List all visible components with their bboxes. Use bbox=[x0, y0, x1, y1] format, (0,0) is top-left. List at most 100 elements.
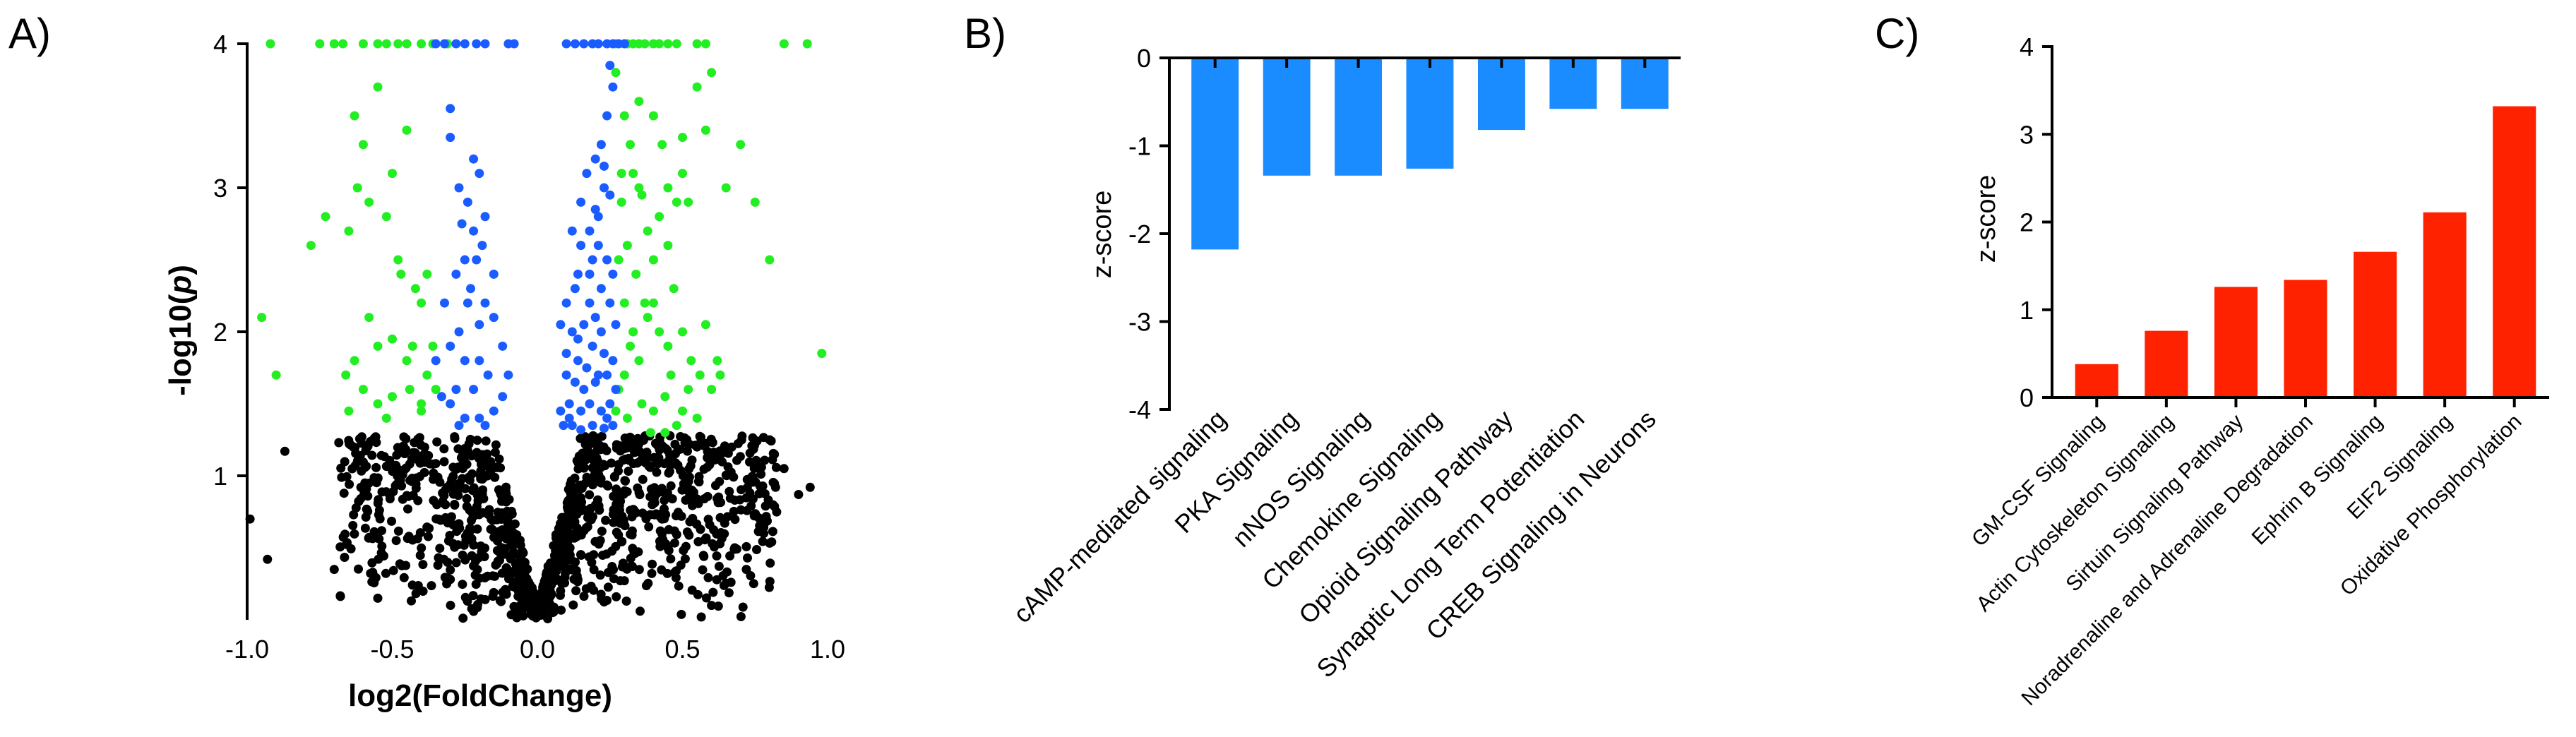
blue-point bbox=[460, 39, 470, 49]
black-point bbox=[418, 560, 428, 570]
blue-point bbox=[596, 140, 606, 150]
black-point bbox=[482, 449, 492, 459]
b-y-tick-label: 0 bbox=[1137, 44, 1151, 73]
black-point bbox=[756, 469, 766, 479]
black-point bbox=[397, 481, 407, 491]
black-point bbox=[662, 568, 672, 578]
black-point bbox=[446, 601, 455, 610]
black-point bbox=[570, 473, 580, 483]
blue-point bbox=[503, 370, 513, 380]
green-point bbox=[634, 356, 644, 366]
blue-point bbox=[567, 327, 577, 337]
blue-point bbox=[570, 39, 580, 49]
black-point bbox=[474, 453, 484, 463]
black-point bbox=[688, 501, 697, 510]
c-y-tick-label: 3 bbox=[2020, 120, 2034, 149]
black-point bbox=[729, 506, 739, 516]
black-point bbox=[621, 597, 631, 606]
black-point bbox=[506, 554, 515, 564]
black-point bbox=[388, 565, 398, 575]
green-point bbox=[616, 169, 626, 179]
blue-point bbox=[605, 399, 615, 409]
green-point bbox=[344, 406, 354, 416]
black-point bbox=[451, 558, 461, 568]
black-point bbox=[709, 525, 719, 534]
black-point bbox=[419, 467, 429, 477]
blue-point bbox=[593, 370, 603, 380]
blue-point bbox=[556, 320, 566, 330]
black-point bbox=[738, 602, 748, 612]
black-point bbox=[766, 436, 776, 446]
green-point bbox=[616, 197, 626, 207]
green-point bbox=[329, 39, 339, 49]
green-point bbox=[700, 320, 710, 330]
black-point bbox=[438, 489, 448, 498]
black-point bbox=[768, 527, 777, 537]
blue-point bbox=[460, 413, 470, 423]
black-point bbox=[506, 520, 516, 529]
black-point bbox=[633, 547, 643, 557]
blue-point bbox=[579, 385, 589, 395]
blue-point bbox=[576, 241, 586, 251]
green-point bbox=[619, 370, 629, 380]
green-point bbox=[684, 385, 693, 395]
black-point bbox=[458, 580, 467, 589]
black-point bbox=[467, 515, 476, 525]
black-point bbox=[340, 529, 350, 539]
black-point bbox=[588, 480, 597, 490]
black-point bbox=[465, 434, 475, 444]
volcano-y-title-prefix: -log10( bbox=[163, 294, 198, 396]
black-point bbox=[634, 565, 644, 575]
blue-point bbox=[600, 424, 609, 433]
black-point bbox=[463, 528, 472, 538]
black-point bbox=[564, 484, 573, 494]
black-point bbox=[612, 484, 621, 494]
blue-point bbox=[579, 320, 589, 330]
green-point bbox=[672, 197, 681, 207]
black-point bbox=[713, 601, 723, 611]
black-point bbox=[736, 505, 746, 515]
black-point bbox=[391, 536, 401, 546]
black-point bbox=[692, 519, 702, 529]
black-point bbox=[749, 441, 759, 450]
black-point bbox=[730, 515, 740, 525]
volcano-plot-panel: A) 1 2 3 4 -1.0 -0.5 0.0 0.5 1.0 log2(FoldChange… bbox=[8, 10, 845, 713]
black-point bbox=[342, 472, 352, 481]
black-point bbox=[374, 510, 383, 520]
black-point bbox=[339, 489, 349, 498]
black-point bbox=[373, 593, 383, 603]
black-point bbox=[624, 467, 633, 476]
green-point bbox=[315, 39, 325, 49]
green-point bbox=[672, 421, 681, 431]
green-point bbox=[271, 370, 281, 380]
blue-point bbox=[489, 406, 499, 416]
black-point bbox=[671, 573, 681, 582]
green-point bbox=[686, 356, 696, 366]
green-point bbox=[373, 341, 383, 351]
green-point bbox=[431, 385, 441, 395]
black-point bbox=[367, 450, 377, 460]
green-point bbox=[352, 183, 362, 193]
black-point bbox=[601, 515, 611, 525]
black-point bbox=[585, 503, 595, 513]
blue-point bbox=[454, 183, 464, 193]
black-point bbox=[645, 510, 655, 520]
black-point bbox=[751, 509, 761, 519]
volcano-y-axis-title: -log10(p) bbox=[163, 265, 198, 396]
green-point bbox=[631, 269, 641, 279]
black-point bbox=[625, 432, 635, 442]
black-point bbox=[439, 554, 448, 564]
black-point bbox=[708, 587, 718, 597]
black-point bbox=[655, 509, 665, 519]
blue-point bbox=[602, 370, 612, 380]
blue-point bbox=[509, 39, 519, 49]
black-point bbox=[724, 486, 734, 496]
black-point bbox=[387, 516, 396, 526]
black-point bbox=[458, 613, 468, 623]
blue-point bbox=[602, 111, 612, 121]
green-point bbox=[695, 370, 705, 380]
black-point bbox=[710, 481, 720, 491]
blue-point bbox=[564, 399, 574, 409]
black-point bbox=[459, 457, 469, 467]
black-point bbox=[493, 508, 503, 517]
